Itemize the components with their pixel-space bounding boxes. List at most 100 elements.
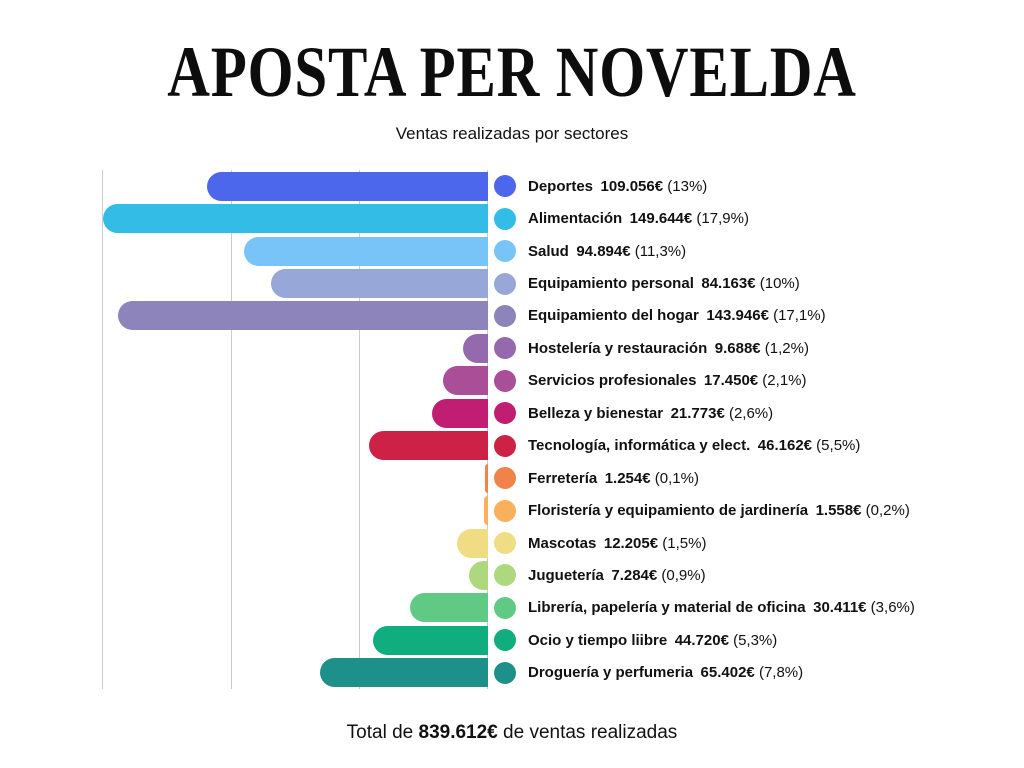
legend-percent: (0,1%) — [650, 469, 699, 487]
total-value: 839.612€ — [418, 722, 498, 743]
legend-percent: (10%) — [755, 275, 800, 293]
legend-item: Equipamiento del hogar 143.946€ (17,1%) — [494, 300, 1014, 332]
legend-dot-icon — [494, 532, 516, 555]
bar — [271, 269, 488, 299]
legend-dot-icon — [494, 564, 516, 587]
bar — [456, 528, 488, 558]
legend-label: Ferretería 1.254€ — [528, 469, 651, 487]
legend-item: Juguetería 7.284€ (0,9%) — [494, 559, 1014, 591]
total-caption: Total de 839.612€ de ventas realizadas — [0, 722, 1024, 744]
legend-label: Hostelería y restauración 9.688€ — [528, 339, 761, 357]
bar — [484, 463, 488, 493]
legend-text: Salud 94.894€ (11,3%) — [528, 243, 686, 260]
bar — [443, 366, 488, 396]
bar — [409, 593, 488, 623]
legend-percent: (2,6%) — [724, 404, 774, 422]
legend-percent: (1,2%) — [760, 339, 809, 357]
legend-text: Librería, papelería y material de oficin… — [528, 599, 915, 616]
gridline — [359, 170, 361, 689]
legend-dot-icon — [494, 596, 516, 619]
bar — [469, 560, 488, 590]
bar — [463, 333, 488, 363]
gridline — [487, 170, 488, 689]
legend-item: Deportes 109.056€ (13%) — [494, 170, 1014, 202]
legend-text: Ocio y tiempo liibre 44.720€ (5,3%) — [528, 632, 777, 649]
legend-item: Mascotas 12.205€ (1,5%) — [494, 527, 1014, 559]
legend-dot-icon — [494, 499, 516, 522]
legend-text: Mascotas 12.205€ (1,5%) — [528, 535, 706, 552]
legend-item: Droguería y perfumeria 65.402€ (7,8%) — [494, 657, 1014, 689]
legend-text: Juguetería 7.284€ (0,9%) — [528, 567, 706, 584]
total-suffix: de ventas realizadas — [497, 722, 678, 743]
legend-percent: (5,3%) — [728, 631, 778, 649]
bar — [243, 236, 488, 266]
legend-dot-icon — [494, 434, 516, 457]
legend-item: Hostelería y restauración 9.688€ (1,2%) — [494, 332, 1014, 364]
legend-percent: (17,9%) — [692, 210, 749, 228]
legend-label: Droguería y perfumeria 65.402€ — [528, 664, 755, 682]
legend-item: Tecnología, informática y elect. 46.162€… — [494, 430, 1014, 462]
legend-label: Deportes 109.056€ — [528, 177, 664, 195]
legend-text: Deportes 109.056€ (13%) — [528, 178, 707, 195]
bar — [431, 398, 488, 428]
legend-percent: (3,6%) — [866, 599, 915, 617]
legend-percent: (0,9%) — [657, 566, 706, 584]
legend-dot-icon — [494, 207, 516, 230]
legend-percent: (5,5%) — [812, 437, 861, 455]
bar — [369, 431, 488, 461]
bar — [484, 496, 488, 526]
legend-text: Belleza y bienestar 21.773€ (2,6%) — [528, 405, 773, 422]
legend-text: Hostelería y restauración 9.688€ (1,2%) — [528, 340, 809, 357]
legend-dot-icon — [494, 337, 516, 360]
legend-dot-icon — [494, 467, 516, 490]
legend-label: Servicios profesionales 17.450€ — [528, 372, 759, 390]
legend-item: Librería, papelería y material de oficin… — [494, 592, 1014, 624]
legend-dot-icon — [494, 402, 516, 425]
legend-dot-icon — [494, 175, 516, 198]
legend-label: Mascotas 12.205€ — [528, 534, 659, 552]
legend-item: Equipamiento personal 84.163€ (10%) — [494, 267, 1014, 299]
legend-dot-icon — [494, 661, 516, 684]
legend-item: Servicios profesionales 17.450€ (2,1%) — [494, 365, 1014, 397]
legend-label: Equipamiento personal 84.163€ — [528, 275, 756, 293]
legend-label: Floristería y equipamiento de jardinería… — [528, 502, 862, 520]
legend-text: Equipamiento personal 84.163€ (10%) — [528, 275, 800, 292]
legend-percent: (17,1%) — [768, 307, 826, 325]
total-prefix: Total de — [346, 722, 419, 743]
legend-percent: (11,3%) — [630, 242, 687, 260]
legend-item: Salud 94.894€ (11,3%) — [494, 235, 1014, 267]
legend-text: Droguería y perfumeria 65.402€ (7,8%) — [528, 664, 803, 681]
legend-label: Belleza y bienestar 21.773€ — [528, 404, 725, 422]
gridline — [102, 170, 103, 689]
legend-label: Salud 94.894€ — [528, 242, 631, 260]
legend-dot-icon — [494, 240, 516, 263]
legend-percent: (0,2%) — [861, 502, 910, 520]
legend-text: Servicios profesionales 17.450€ (2,1%) — [528, 372, 807, 389]
page-title: APOSTA PER NOVELDA — [167, 32, 857, 112]
legend-percent: (2,1%) — [758, 372, 807, 390]
bar-chart — [102, 170, 488, 689]
legend-item: Ocio y tiempo liibre 44.720€ (5,3%) — [494, 624, 1014, 656]
bar — [319, 658, 488, 688]
legend-item: Ferretería 1.254€ (0,1%) — [494, 462, 1014, 494]
legend-percent: (13%) — [663, 177, 708, 195]
legend-dot-icon — [494, 304, 516, 327]
legend-dot-icon — [494, 272, 516, 295]
legend-dot-icon — [494, 369, 516, 392]
bar — [117, 301, 488, 331]
legend-text: Floristería y equipamiento de jardinería… — [528, 502, 910, 519]
legend-label: Ocio y tiempo liibre 44.720€ — [528, 631, 729, 649]
legend-percent: (1,5%) — [658, 534, 707, 552]
legend-text: Tecnología, informática y elect. 46.162€… — [528, 437, 860, 454]
legend-item: Belleza y bienestar 21.773€ (2,6%) — [494, 397, 1014, 429]
chart-subtitle: Ventas realizadas por sectores — [395, 124, 629, 143]
legend-label: Librería, papelería y material de oficin… — [528, 599, 867, 617]
legend-text: Equipamiento del hogar 143.946€ (17,1%) — [528, 307, 826, 324]
bar — [102, 204, 488, 234]
legend-label: Tecnología, informática y elect. 46.162€ — [528, 437, 813, 455]
chart-legend: Deportes 109.056€ (13%) Alimentación 149.… — [494, 170, 1014, 689]
legend-text: Alimentación 149.644€ (17,9%) — [528, 210, 749, 227]
bar — [207, 171, 488, 201]
legend-percent: (7,8%) — [754, 664, 804, 682]
